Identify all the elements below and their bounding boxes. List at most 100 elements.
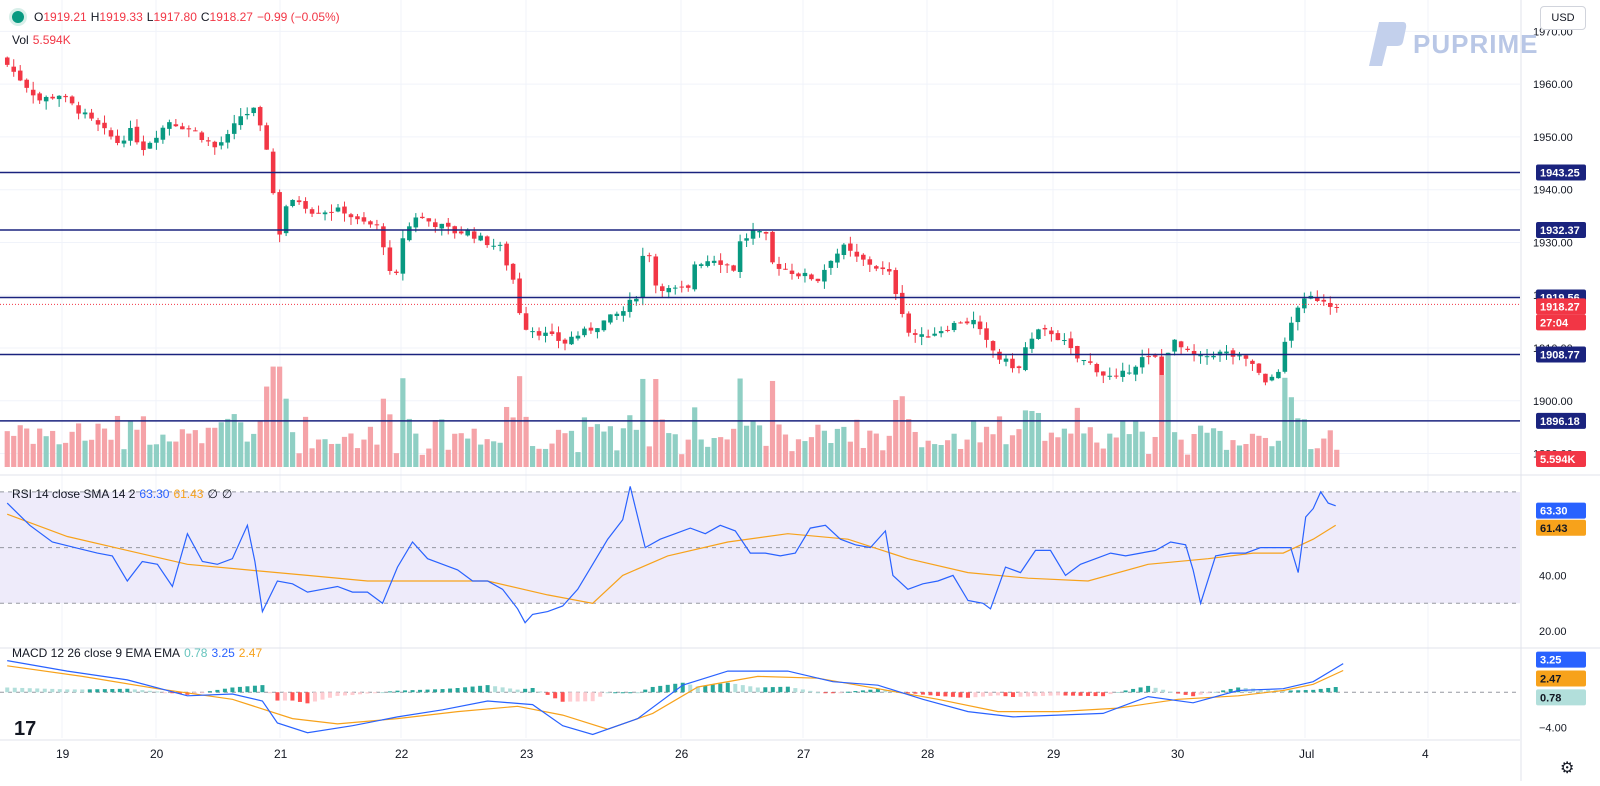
- volume-bar: [627, 415, 633, 467]
- candle: [1120, 370, 1126, 377]
- level-price-badge: 1908.77: [1536, 346, 1586, 363]
- macd-histogram-bar: [335, 692, 340, 696]
- volume-bar: [1295, 418, 1301, 467]
- macd-histogram-bar: [12, 687, 17, 693]
- volume-bar: [633, 429, 639, 467]
- candle: [264, 125, 269, 150]
- macd-histogram-bar: [35, 688, 40, 693]
- macd-histogram-bar: [980, 692, 985, 697]
- volume-bar: [672, 434, 678, 467]
- macd-histogram-bar: [1318, 688, 1323, 693]
- candle: [666, 288, 672, 293]
- macd-histogram-bar: [620, 692, 625, 694]
- countdown-badge-bg: [1536, 314, 1586, 331]
- volume-bar: [315, 439, 322, 467]
- volume-bar: [893, 399, 899, 467]
- volume-bar: [1334, 449, 1340, 467]
- candle: [634, 298, 639, 302]
- level-price-badge-text: 1896.18: [1540, 416, 1580, 428]
- volume-bar: [1178, 439, 1184, 467]
- volume-bar: [264, 386, 270, 467]
- currency-selector[interactable]: USD: [1540, 6, 1586, 30]
- volume-bar: [1152, 436, 1158, 467]
- volume-bar: [782, 434, 789, 467]
- candle: [601, 320, 607, 331]
- candle: [880, 267, 886, 270]
- candle: [874, 266, 879, 269]
- macd-histogram-bar: [1010, 692, 1015, 697]
- candle: [1315, 297, 1320, 301]
- macd-histogram-bar: [635, 692, 640, 694]
- volume-bar: [458, 433, 464, 467]
- volume-bar: [465, 438, 471, 467]
- volume-legend: Vol 5.594K: [12, 33, 71, 47]
- macd-histogram-bar: [583, 692, 588, 702]
- candle: [387, 247, 393, 271]
- candle: [141, 141, 146, 151]
- candle: [244, 113, 250, 116]
- candle: [465, 230, 470, 236]
- volume-bar: [1087, 427, 1093, 467]
- candle: [815, 278, 821, 282]
- candle: [1075, 345, 1080, 359]
- volume-bar: [199, 443, 205, 467]
- volume-bar: [1100, 448, 1106, 467]
- candle: [303, 201, 308, 209]
- macd-histogram-bar: [1258, 689, 1263, 693]
- last-price-badge-text: 1918.27: [1540, 301, 1580, 313]
- volume-bar: [938, 444, 944, 467]
- macd-histogram-bar: [905, 692, 910, 694]
- candle: [1328, 302, 1333, 307]
- volume-bar: [393, 453, 399, 467]
- candle: [368, 221, 373, 225]
- rsi-sma-badge-bg: [1536, 519, 1586, 536]
- volume-bar: [1321, 438, 1327, 467]
- macd-signal-badge: 2.47: [1536, 670, 1586, 687]
- candle: [355, 216, 360, 220]
- volume-bar: [769, 380, 776, 467]
- macd-histogram-bar: [1326, 687, 1331, 693]
- volume-bar: [542, 448, 549, 467]
- macd-histogram-bar: [650, 686, 655, 693]
- candles: [4, 56, 1340, 404]
- volume-bar: [37, 428, 43, 467]
- candle: [491, 245, 496, 247]
- candle: [37, 93, 42, 101]
- ohlc-open: O1919.21: [34, 10, 87, 24]
- volume-bar: [698, 439, 704, 467]
- macd-histogram-bar: [275, 692, 280, 701]
- candle: [595, 328, 600, 333]
- volume-bar: [1126, 434, 1132, 467]
- candle: [400, 238, 406, 274]
- volume-bar: [251, 433, 257, 467]
- candle: [484, 236, 490, 246]
- candle: [108, 130, 114, 137]
- macd-histogram-bar: [245, 686, 250, 693]
- volume-bar: [795, 439, 802, 467]
- candle: [394, 271, 399, 274]
- macd-histogram-bar: [500, 687, 505, 693]
- volume-title: Vol: [12, 33, 29, 47]
- settings-gear-icon[interactable]: ⚙: [1560, 760, 1575, 777]
- candle: [1289, 322, 1294, 341]
- macd-histogram-bar: [65, 689, 70, 693]
- candle: [1178, 341, 1184, 348]
- candle: [283, 206, 289, 234]
- macd-histogram-bar: [1003, 692, 1008, 697]
- macd-signal-value: 2.47: [238, 646, 263, 660]
- tradingview-logo[interactable]: 17: [14, 718, 37, 740]
- volume-bar: [1042, 440, 1048, 467]
- candle: [692, 264, 697, 290]
- macd-histogram-bar: [470, 686, 475, 693]
- macd-histogram-bar: [973, 692, 978, 698]
- macd-histogram-bar: [1056, 692, 1061, 696]
- price-tick-label: 1960.00: [1533, 79, 1573, 91]
- level-price-badge: 1896.18: [1536, 412, 1586, 429]
- volume-bar: [523, 416, 529, 467]
- time-tick-label: 21: [274, 747, 288, 761]
- volume-bar: [1074, 407, 1080, 467]
- volume-bar: [88, 439, 95, 467]
- macd-histogram-bar: [365, 692, 370, 694]
